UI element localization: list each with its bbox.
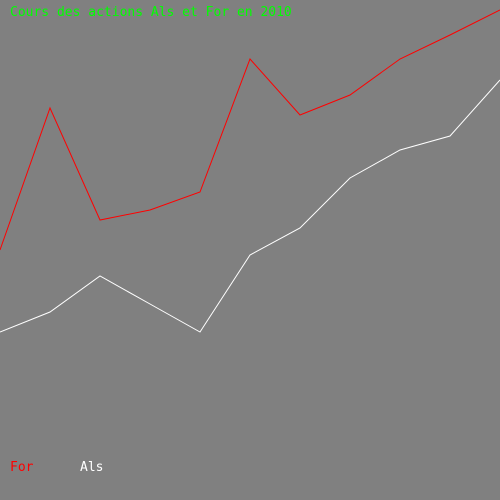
series-line-als xyxy=(0,79,500,333)
legend-label-als: Als xyxy=(80,460,104,475)
legend-label-for: For xyxy=(10,460,34,475)
chart-title: Cours des actions Als et For en 2010 xyxy=(10,5,292,20)
series-line-for xyxy=(0,9,500,251)
